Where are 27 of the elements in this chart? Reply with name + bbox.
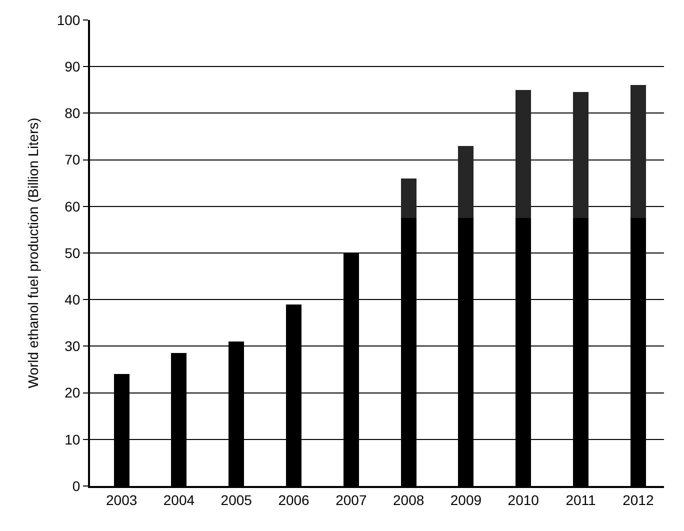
bar [400,178,416,218]
x-tick-label: 2008 [392,492,424,508]
y-tick-label: 100 [56,12,80,28]
x-tick-label: 2003 [106,492,138,508]
y-tick-label: 0 [72,478,80,494]
bar [573,92,589,218]
y-tick-label: 10 [64,431,80,448]
bar [630,85,646,218]
y-tick-label: 50 [64,244,80,261]
x-tick-label: 2011 [566,492,596,508]
x-tick-label: 2012 [622,492,654,508]
y-tick-label: 30 [64,338,80,354]
y-tick-label: 20 [64,384,80,401]
x-tick-label: 2007 [336,492,367,508]
y-tick-label: 70 [64,152,80,168]
x-tick-label: 2005 [220,492,252,508]
y-tick-label: 40 [64,292,80,308]
bar [516,90,532,218]
x-tick-label: 2010 [508,492,540,508]
y-tick-label: 60 [64,198,80,214]
x-tick-label: 2004 [163,492,195,508]
x-tick-label: 2009 [450,492,482,508]
bar [458,146,474,218]
y-tick-label: 80 [64,105,80,122]
y-axis-title: World ethanol fuel production (Billion Liters) [24,118,41,388]
x-tick-label: 2006 [278,492,310,508]
y-tick-label: 90 [64,58,80,74]
